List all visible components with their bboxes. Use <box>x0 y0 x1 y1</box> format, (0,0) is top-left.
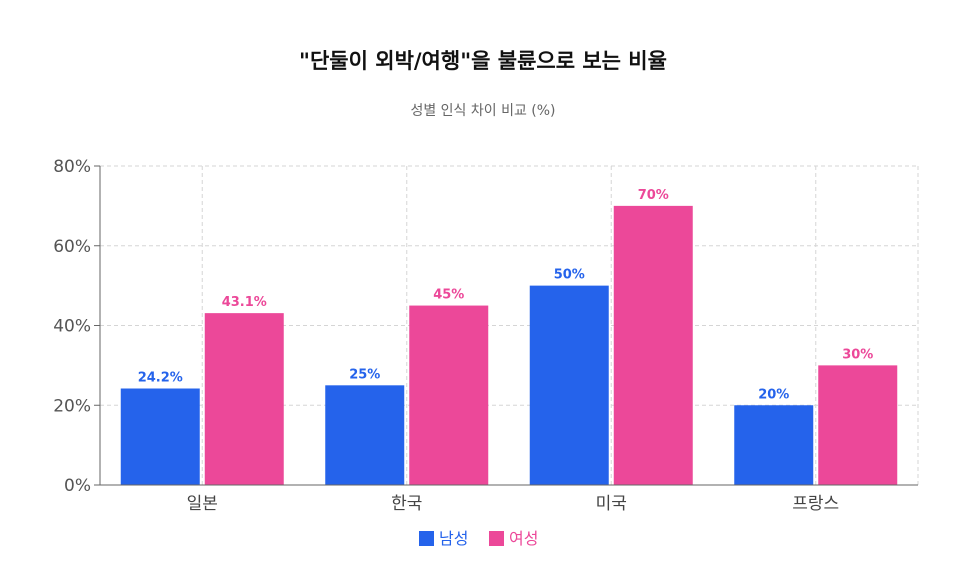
y-tick-label: 60% <box>53 237 91 257</box>
data-label: 70% <box>638 188 669 203</box>
data-label: 24.2% <box>138 371 183 386</box>
bar[interactable] <box>325 385 405 485</box>
y-tick-label: 40% <box>53 317 91 337</box>
bar[interactable] <box>529 285 609 485</box>
y-tick-label: 80% <box>53 157 91 177</box>
legend-swatch[interactable] <box>419 531 434 546</box>
axes: 0% 20% 40% 60% 80% 일본 한국 미국 프랑스 <box>53 157 918 514</box>
legend-swatch[interactable] <box>489 531 504 546</box>
chart-subtitle: 성별 인식 차이 비교 (%) <box>410 103 555 119</box>
bar[interactable] <box>818 365 898 485</box>
data-label: 43.1% <box>222 295 267 310</box>
y-tick-label: 20% <box>53 396 91 416</box>
bars: 24.2% 43.1% 25% 45% 50% 70% 20% 30% <box>120 188 898 485</box>
x-tick-label: 일본 <box>187 494 218 514</box>
bar[interactable] <box>409 305 489 485</box>
legend[interactable]: 남성 여성 <box>419 529 538 548</box>
x-tick-label: 미국 <box>596 494 627 514</box>
data-label: 30% <box>842 347 873 362</box>
x-tick-label: 한국 <box>391 494 422 514</box>
data-label: 50% <box>554 268 585 283</box>
legend-label[interactable]: 여성 <box>509 529 538 548</box>
bar[interactable] <box>120 388 200 485</box>
data-label: 45% <box>433 288 464 303</box>
chart-title: "단둘이 외박/여행"을 불륜으로 보는 비율 <box>299 49 667 73</box>
data-label: 25% <box>349 367 380 382</box>
bar[interactable] <box>613 205 693 485</box>
y-tick-label: 0% <box>64 476 91 496</box>
data-label: 20% <box>758 387 789 402</box>
x-tick-label: 프랑스 <box>792 494 839 514</box>
bar[interactable] <box>734 405 814 485</box>
bar[interactable] <box>204 313 284 485</box>
legend-label[interactable]: 남성 <box>439 529 468 548</box>
